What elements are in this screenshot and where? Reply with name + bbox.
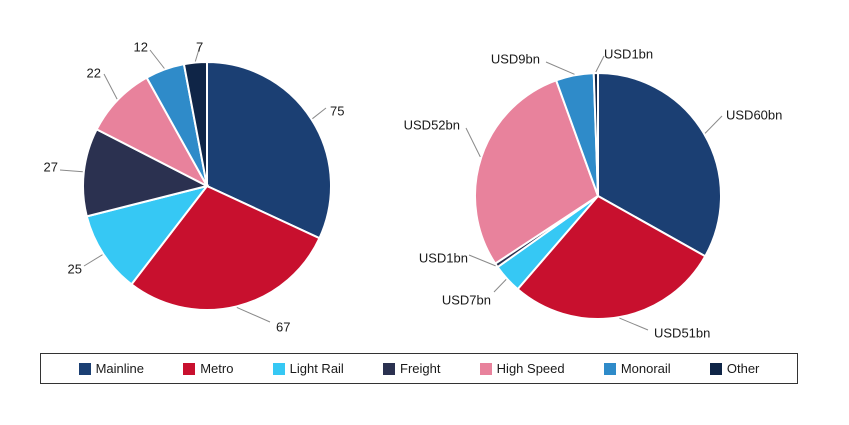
- pie-value-leader-light-rail: [493, 279, 507, 293]
- pie-value-slice-metro: [516, 194, 707, 320]
- legend-swatch-light-rail: [272, 362, 285, 375]
- pie-count-leader-high-speed: [103, 73, 118, 100]
- pie-count-label-high-speed: 22: [87, 65, 101, 80]
- legend-swatch-other: [709, 362, 722, 375]
- pie-count-label-other: 7: [196, 39, 203, 54]
- pie-count-leader-other: [194, 45, 201, 62]
- legend-label-mainline: Mainline: [95, 361, 145, 376]
- legend-item-mainline: Mainline: [78, 361, 145, 376]
- pie-value-leader-metro: [619, 317, 649, 331]
- pie-count-label-metro: 67: [276, 319, 290, 334]
- legend-item-freight: Freight: [383, 361, 440, 376]
- pie-value-leader-freight: [468, 254, 496, 267]
- pie-count-slice-metro: [130, 184, 321, 311]
- pie-count-leader-monorail: [149, 49, 165, 69]
- pie-count-leader-freight: [59, 169, 83, 173]
- pie-value-label-mainline: USD60bn: [726, 107, 782, 122]
- legend-label-light-rail: Light Rail: [289, 361, 344, 376]
- legend-label-metro: Metro: [200, 361, 234, 376]
- pie-count-label-light-rail: 25: [68, 261, 82, 276]
- legend-swatch-mainline: [78, 362, 91, 375]
- pie-count-label-mainline: 75: [330, 103, 344, 118]
- pie-count-leader-light-rail: [83, 254, 103, 267]
- pie-value-slice-other: [592, 71, 599, 197]
- pie-value-slice-high-speed: [473, 79, 600, 265]
- pie-count-slice-mainline: [206, 60, 332, 240]
- pie-value-label-freight: USD1bn: [419, 250, 468, 265]
- pie-chart-value: USD60bn USD51bn USD7bn USD1bn USD52bn USD9bn U…: [404, 46, 783, 340]
- legend-label-monorail: Monorail: [620, 361, 671, 376]
- pie-count-slice-light-rail: [85, 184, 210, 286]
- pie-value-leader-other: [595, 55, 605, 73]
- legend-item-high-speed: High Speed: [479, 361, 565, 376]
- pie-value-leader-mainline: [704, 115, 723, 134]
- pie-value-leader-high-speed: [465, 127, 481, 158]
- legend-item-monorail: Monorail: [603, 361, 671, 376]
- legend-swatch-high-speed: [479, 362, 492, 375]
- legend-swatch-metro: [183, 362, 196, 375]
- legend-item-other: Other: [709, 361, 760, 376]
- pie-count-slice-other: [182, 60, 208, 187]
- pie-count-leader-mainline: [312, 107, 327, 120]
- legend-label-freight: Freight: [400, 361, 441, 376]
- pie-count-label-monorail: 12: [134, 39, 148, 54]
- pie-count-label-freight: 27: [44, 159, 58, 174]
- pie-value-label-monorail: USD9bn: [491, 51, 540, 66]
- pie-value-slice-mainline: [597, 71, 722, 258]
- pie-value-label-light-rail: USD7bn: [442, 292, 491, 307]
- legend-label-other: Other: [726, 361, 760, 376]
- pie-value-label-metro: USD51bn: [654, 325, 710, 340]
- pie-value-label-high-speed: USD52bn: [404, 117, 460, 132]
- legend-label-high-speed: High Speed: [496, 361, 565, 376]
- pie-count-leader-metro: [236, 306, 271, 323]
- pie-chart-count: 75 67 25 27 22 12 7: [44, 39, 345, 334]
- legend: Mainline Metro Light Rail Freight High S…: [40, 353, 798, 384]
- pie-value-leader-monorail: [545, 61, 575, 75]
- pie-count-slice-freight: [82, 127, 210, 218]
- pie-value-label-other: USD1bn: [604, 46, 653, 61]
- legend-swatch-freight: [383, 362, 396, 375]
- legend-item-metro: Metro: [183, 361, 233, 376]
- charts-canvas: 75 67 25 27 22 12 7 USD60bn USD51bn USD7bn USD1bn…: [44, 39, 783, 340]
- legend-swatch-monorail: [603, 362, 616, 375]
- legend-item-light-rail: Light Rail: [272, 361, 344, 376]
